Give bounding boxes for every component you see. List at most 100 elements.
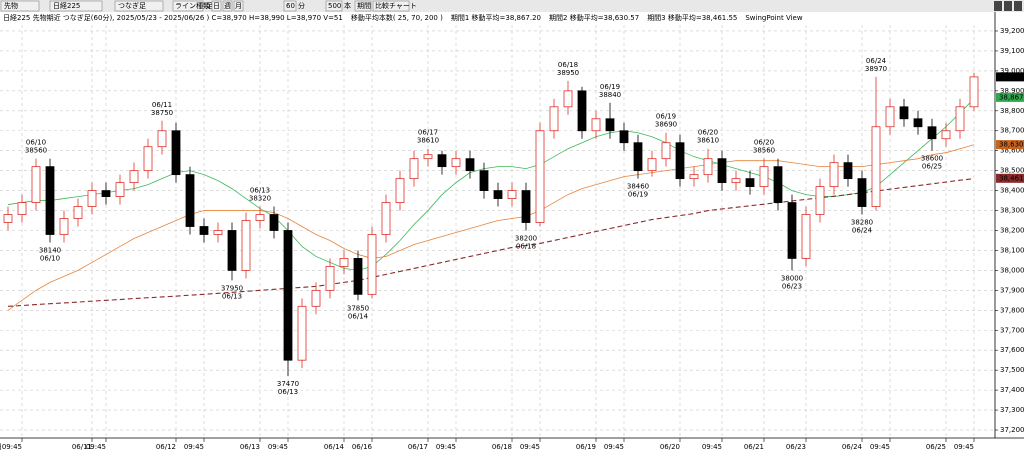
swing-value: 38690 [655, 121, 677, 129]
price-tag [996, 173, 1024, 183]
candle-body [241, 220, 251, 271]
swing-date: 06/10 [40, 254, 60, 262]
dropdown[interactable] [49, 0, 103, 12]
candle-body [703, 158, 713, 176]
swing-date: 06/10 [26, 139, 46, 147]
swing-date: 06/14 [348, 312, 369, 320]
swing-date: 06/23 [782, 282, 802, 290]
toolbar-text: 先物 [4, 1, 18, 10]
candle-body [941, 130, 951, 140]
candle-body [521, 190, 531, 223]
y-tick-label: 37,700 [1000, 326, 1024, 334]
swing-value: 38600 [921, 155, 943, 163]
swing-date: 06/18 [516, 243, 536, 251]
candle-body [955, 106, 965, 132]
input[interactable] [283, 0, 297, 12]
swing-value: 38560 [25, 147, 47, 155]
toolbar-text: 比較チャート [375, 1, 417, 10]
info-text: 期間2 移動平均=38,630.57 [549, 13, 639, 22]
candle-body [647, 158, 657, 172]
x-tick-label: 09:45 [520, 443, 540, 451]
swing-value: 37470 [277, 380, 299, 388]
window-button[interactable] [1014, 1, 1022, 11]
x-tick-label: 06/13 [240, 443, 260, 451]
y-tick-label: 38,700 [1000, 127, 1024, 135]
x-tick-label: 06/12 [156, 443, 176, 451]
swing-value: 38280 [851, 219, 873, 227]
y-tick-label: 38,900 [1000, 87, 1024, 95]
dropdown[interactable] [0, 0, 40, 12]
y-tick-label: 39,200 [1000, 27, 1024, 35]
price-tag-label: 38,630 [999, 141, 1024, 149]
y-tick-label: 38,100 [1000, 246, 1024, 254]
toolbar-text: 分 [298, 1, 305, 10]
toolbar-text: 期間 [357, 2, 371, 10]
toolbar-text: 日 [213, 2, 220, 10]
swing-value: 38460 [627, 183, 649, 191]
candle-body [227, 230, 237, 271]
toolbar-text: 月 [235, 2, 242, 10]
candle-body [269, 214, 279, 231]
x-tick-label: 09:45 [184, 443, 204, 451]
input[interactable] [325, 0, 343, 12]
dropdown[interactable] [114, 0, 164, 12]
x-tick-label: 09:45 [954, 443, 974, 451]
candle-body [255, 214, 265, 221]
y-tick-label: 37,900 [1000, 286, 1024, 294]
x-tick-label: 09:45 [870, 443, 890, 451]
y-tick-label: 39,000 [1000, 67, 1024, 75]
y-tick-label: 38,400 [1000, 187, 1024, 195]
candle-body [577, 90, 587, 132]
info-text: 日経225 先物期近 つなぎ足(60分), 2025/05/23 - 2025/… [3, 13, 343, 22]
candle-body [395, 178, 405, 203]
candle-body [31, 166, 41, 203]
candle-body [633, 142, 643, 172]
window-button[interactable] [1004, 1, 1012, 11]
toolbar [0, 0, 1024, 12]
candle-body [899, 106, 909, 120]
candle-body [689, 174, 699, 180]
button[interactable] [172, 0, 204, 12]
x-tick-label: 06/11 [72, 443, 92, 451]
candle-body [843, 162, 853, 180]
x-tick-label: 09:45 [86, 443, 106, 451]
candle-body [563, 90, 573, 108]
swing-value: 37850 [347, 304, 369, 312]
candle-body [353, 258, 363, 295]
y-tick-label: 37,600 [1000, 346, 1024, 354]
moving-average [7, 98, 975, 271]
candle-body [717, 158, 727, 184]
info-text: 期間1 移動平均=38,867.20 [451, 13, 541, 22]
button[interactable] [211, 0, 222, 12]
button[interactable] [372, 0, 410, 12]
button[interactable] [222, 0, 233, 12]
plot: 37,200 37,300 37,400 37,500 37,600 37,700 37,8… [0, 25, 1024, 451]
price-tag [996, 72, 1024, 82]
candle-body [129, 170, 139, 184]
x-tick-label: 09:45 [436, 443, 456, 451]
candle-body [311, 289, 321, 307]
y-tick-label: 38,500 [1000, 167, 1024, 175]
button[interactable] [354, 0, 372, 12]
candle-body [927, 126, 937, 140]
candle-body [675, 142, 685, 180]
button[interactable] [233, 0, 244, 12]
candle-body [619, 130, 629, 144]
x-tick-label: 02日09:45 [0, 443, 22, 451]
y-tick-label: 37,300 [1000, 406, 1024, 414]
swing-value: 38840 [599, 91, 621, 99]
swing-value: 38970 [865, 65, 887, 73]
info-text: 移動平均本数( 25, 70, 200 ) [351, 13, 443, 22]
price-tag-label: 38,461 [999, 174, 1024, 182]
swing-date: 06/19 [656, 113, 676, 121]
x-tick-label: 06/16 [352, 443, 373, 451]
swing-date: 06/13 [250, 187, 270, 195]
candle-body [451, 158, 461, 168]
y-tick-label: 37,400 [1000, 386, 1024, 394]
swing-date: 06/24 [852, 227, 873, 235]
window-button[interactable] [994, 1, 1002, 11]
x-tick-label: 09:45 [604, 443, 624, 451]
swing-date: 06/19 [600, 83, 620, 91]
swing-value: 38750 [151, 109, 173, 117]
